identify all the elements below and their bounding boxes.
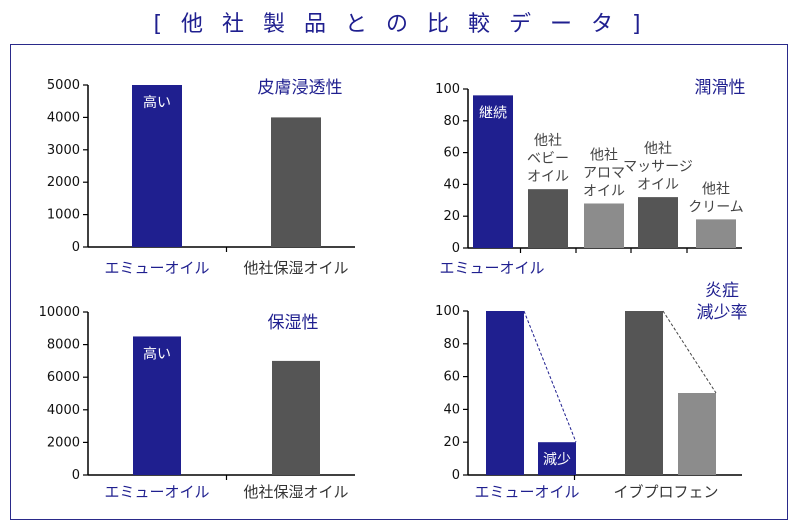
- category-annotation: アロマ: [583, 165, 625, 181]
- bar: [272, 360, 320, 475]
- y-tick-label: 20: [443, 435, 460, 450]
- dashed-connector: [662, 310, 717, 394]
- category-label: エミューオイル: [439, 259, 544, 277]
- y-tick-label: 0: [452, 241, 460, 256]
- bar: [473, 95, 513, 248]
- chart-title: 潤滑性: [695, 78, 746, 98]
- category-annotation: 他社: [590, 147, 618, 163]
- category-annotation: 他社: [534, 133, 562, 149]
- bar: [696, 219, 736, 248]
- category-label: 他社保湿オイル: [243, 259, 348, 277]
- category-annotation: クリーム: [688, 199, 744, 215]
- category-annotation: 他社: [702, 181, 730, 197]
- y-tick-label: 3000: [47, 143, 80, 158]
- y-tick-label: 40: [443, 402, 460, 417]
- category-annotation: オイル: [637, 177, 679, 193]
- y-tick-label: 4000: [47, 110, 80, 125]
- bar-after: [538, 442, 576, 475]
- dashed-connector: [523, 310, 577, 443]
- category-annotation: マッサージ: [623, 159, 693, 175]
- y-tick-label: 0: [72, 240, 80, 255]
- y-tick-label: 80: [443, 337, 460, 352]
- bar: [528, 189, 568, 248]
- bar-label: 減少: [543, 451, 571, 468]
- category-annotation: オイル: [583, 183, 625, 199]
- category-label: 他社保湿オイル: [243, 483, 348, 501]
- category-label: イブプロフェン: [613, 483, 718, 501]
- bar-label: 高い: [143, 345, 171, 362]
- y-tick-label: 40: [443, 177, 460, 192]
- y-tick-label: 10000: [39, 305, 80, 320]
- bar: [584, 203, 624, 248]
- bar: [638, 197, 678, 248]
- chart-title: 減少率: [697, 303, 748, 323]
- y-tick-label: 1000: [47, 208, 80, 223]
- bar: [133, 336, 181, 475]
- y-tick-label: 0: [72, 468, 80, 483]
- bar-label: 高い: [143, 94, 171, 111]
- chart-title: 保湿性: [268, 313, 319, 333]
- category-label: エミューオイル: [104, 483, 209, 501]
- bar-label: 継続: [479, 104, 507, 121]
- y-tick-label: 5000: [47, 78, 80, 93]
- y-tick-label: 4000: [47, 403, 80, 418]
- y-tick-label: 100: [435, 82, 460, 97]
- category-annotation: オイル: [527, 169, 569, 185]
- bar-before: [625, 311, 663, 475]
- bar: [132, 85, 182, 247]
- connector-anchor: [524, 311, 538, 442]
- y-tick-label: 60: [443, 146, 460, 161]
- chart-frame: [10, 44, 788, 520]
- y-tick-label: 2000: [47, 175, 80, 190]
- category-label: エミューオイル: [104, 259, 209, 277]
- bar-before: [486, 311, 524, 475]
- y-tick-label: 20: [443, 209, 460, 224]
- bar-after: [678, 393, 716, 475]
- y-tick-label: 6000: [47, 370, 80, 385]
- y-tick-label: 0: [452, 468, 460, 483]
- chart-title: 炎症: [705, 281, 739, 301]
- bar: [271, 117, 321, 248]
- y-tick-label: 100: [435, 304, 460, 319]
- category-annotation: 他社: [644, 141, 672, 157]
- y-tick-label: 60: [443, 370, 460, 385]
- category-annotation: ベビー: [527, 151, 569, 167]
- y-tick-label: 80: [443, 114, 460, 129]
- y-tick-label: 8000: [47, 338, 80, 353]
- category-label: エミューオイル: [474, 483, 579, 501]
- chart-title: 皮膚浸透性: [258, 78, 343, 98]
- connector-anchor: [663, 311, 678, 393]
- y-tick-label: 2000: [47, 435, 80, 450]
- page-title: [ 他 社 製 品 と の 比 較 デ ー タ ]: [153, 12, 647, 37]
